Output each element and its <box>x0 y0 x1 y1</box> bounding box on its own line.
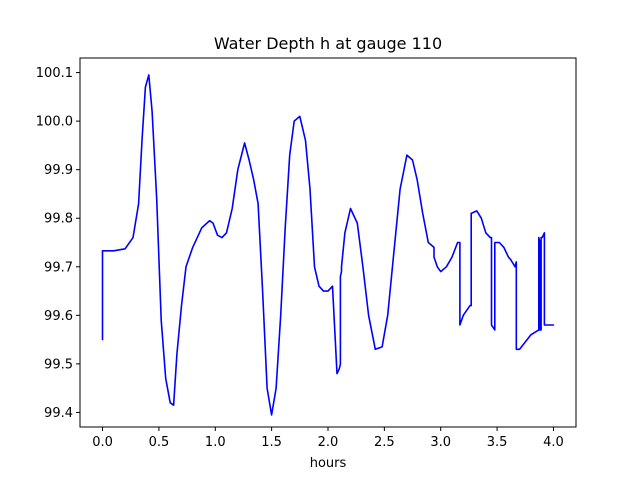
x-tick-label: 1.5 <box>261 435 282 450</box>
chart-title: Water Depth h at gauge 110 <box>214 34 442 53</box>
x-tick-label: 0.0 <box>92 435 113 450</box>
y-tick-label: 99.6 <box>44 309 73 324</box>
plot-frame <box>79 57 577 428</box>
y-tick-label: 99.4 <box>44 406 73 421</box>
x-axis-label: hours <box>310 456 347 471</box>
y-tick-label: 99.9 <box>44 163 73 178</box>
x-tick-label: 3.0 <box>430 435 451 450</box>
x-tick-label: 1.0 <box>205 435 226 450</box>
y-tick-label: 100.1 <box>36 66 73 81</box>
y-tick-label: 100.0 <box>36 115 73 130</box>
x-tick-label: 3.5 <box>487 435 508 450</box>
x-tick-label: 4.0 <box>543 435 564 450</box>
y-tick-label: 99.5 <box>44 357 73 372</box>
series-layer <box>101 74 555 416</box>
x-tick-label: 0.5 <box>149 435 170 450</box>
y-tick-label: 99.7 <box>44 260 73 275</box>
x-axis: 0.0 0.5 1.0 1.5 2.0 2.5 3.0 3.5 4.0 <box>92 427 564 450</box>
x-tick-label: 2.0 <box>318 435 339 450</box>
series-line-0 <box>101 74 555 416</box>
y-tick-label: 99.8 <box>44 212 73 227</box>
y-axis: 99.4 99.5 99.6 99.7 99.8 99.9 100.0 100.1 <box>36 66 80 421</box>
x-tick-label: 2.5 <box>374 435 395 450</box>
